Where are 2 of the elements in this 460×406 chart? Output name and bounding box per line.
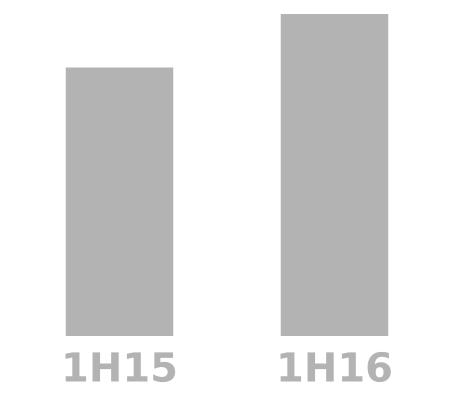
x-tick-label: 1H15 <box>61 345 178 392</box>
x-tick-label: 1H16 <box>276 345 393 392</box>
